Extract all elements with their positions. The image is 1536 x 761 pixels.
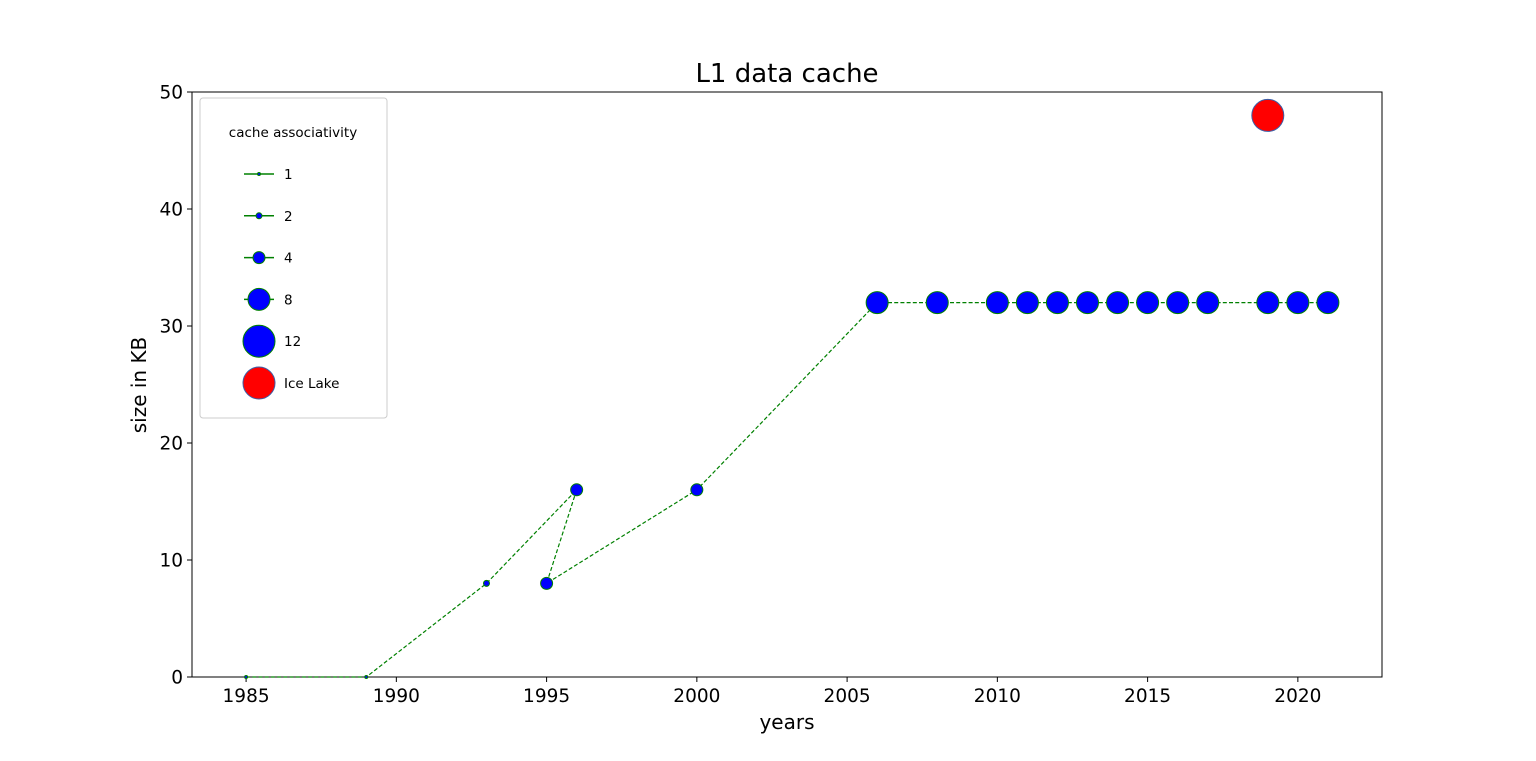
y-tick-label: 40 [159, 200, 183, 221]
legend-label: Ice Lake [284, 376, 339, 392]
x-axis-label: years [759, 710, 814, 734]
data-point [570, 483, 584, 497]
data-point [482, 579, 490, 587]
data-point [540, 576, 554, 590]
data-point [985, 291, 1009, 315]
x-tick-label: 1995 [523, 686, 570, 707]
data-point [865, 291, 889, 315]
x-tick-label: 1990 [373, 686, 420, 707]
y-tick-label: 50 [159, 83, 183, 104]
x-tick-label: 2015 [1124, 686, 1171, 707]
x-tick-label: 2000 [673, 686, 720, 707]
legend-marker [247, 287, 271, 311]
legend-marker [242, 366, 276, 400]
data-point [364, 675, 369, 679]
axes-frame [191, 91, 1383, 678]
data-point [1136, 291, 1160, 315]
data-point [1076, 291, 1100, 315]
x-tick-label: 2005 [824, 686, 871, 707]
y-tick-label: 10 [159, 551, 183, 572]
legend-title: cache associativity [229, 125, 357, 141]
data-point [1256, 291, 1280, 315]
data-point [1316, 291, 1340, 315]
x-tick-label: 2020 [1274, 686, 1321, 707]
ice-lake-point [1251, 98, 1285, 132]
y-tick-label: 0 [171, 668, 183, 689]
y-tick-label: 30 [159, 317, 183, 338]
legend-label: 4 [284, 251, 293, 267]
chart-title: L1 data cache [695, 59, 878, 89]
data-point [925, 291, 949, 315]
data-point [1045, 291, 1069, 315]
data-point [244, 675, 249, 679]
legend-label: 1 [284, 167, 293, 183]
data-point [1106, 291, 1130, 315]
legend-label: 2 [284, 209, 293, 225]
legend-frame [199, 97, 388, 419]
legend-marker [257, 172, 261, 176]
legend-marker [252, 251, 266, 265]
data-point [1286, 291, 1310, 315]
x-tick-label: 1985 [223, 686, 270, 707]
y-tick-label: 20 [159, 434, 183, 455]
data-point [1166, 291, 1190, 315]
data-point [1196, 291, 1220, 315]
legend-marker [255, 212, 263, 220]
data-point [690, 483, 704, 497]
legend-label: 12 [284, 334, 301, 350]
plot-area: 1985 1990 1995 2000 2005 2010 2015 2020 0 10 20 30 4… [159, 83, 1383, 707]
x-tick-label: 2010 [974, 686, 1021, 707]
y-axis-label: size in KB [127, 337, 151, 434]
legend-marker [242, 324, 276, 358]
legend-label: 8 [284, 292, 293, 308]
data-point [1015, 291, 1039, 315]
